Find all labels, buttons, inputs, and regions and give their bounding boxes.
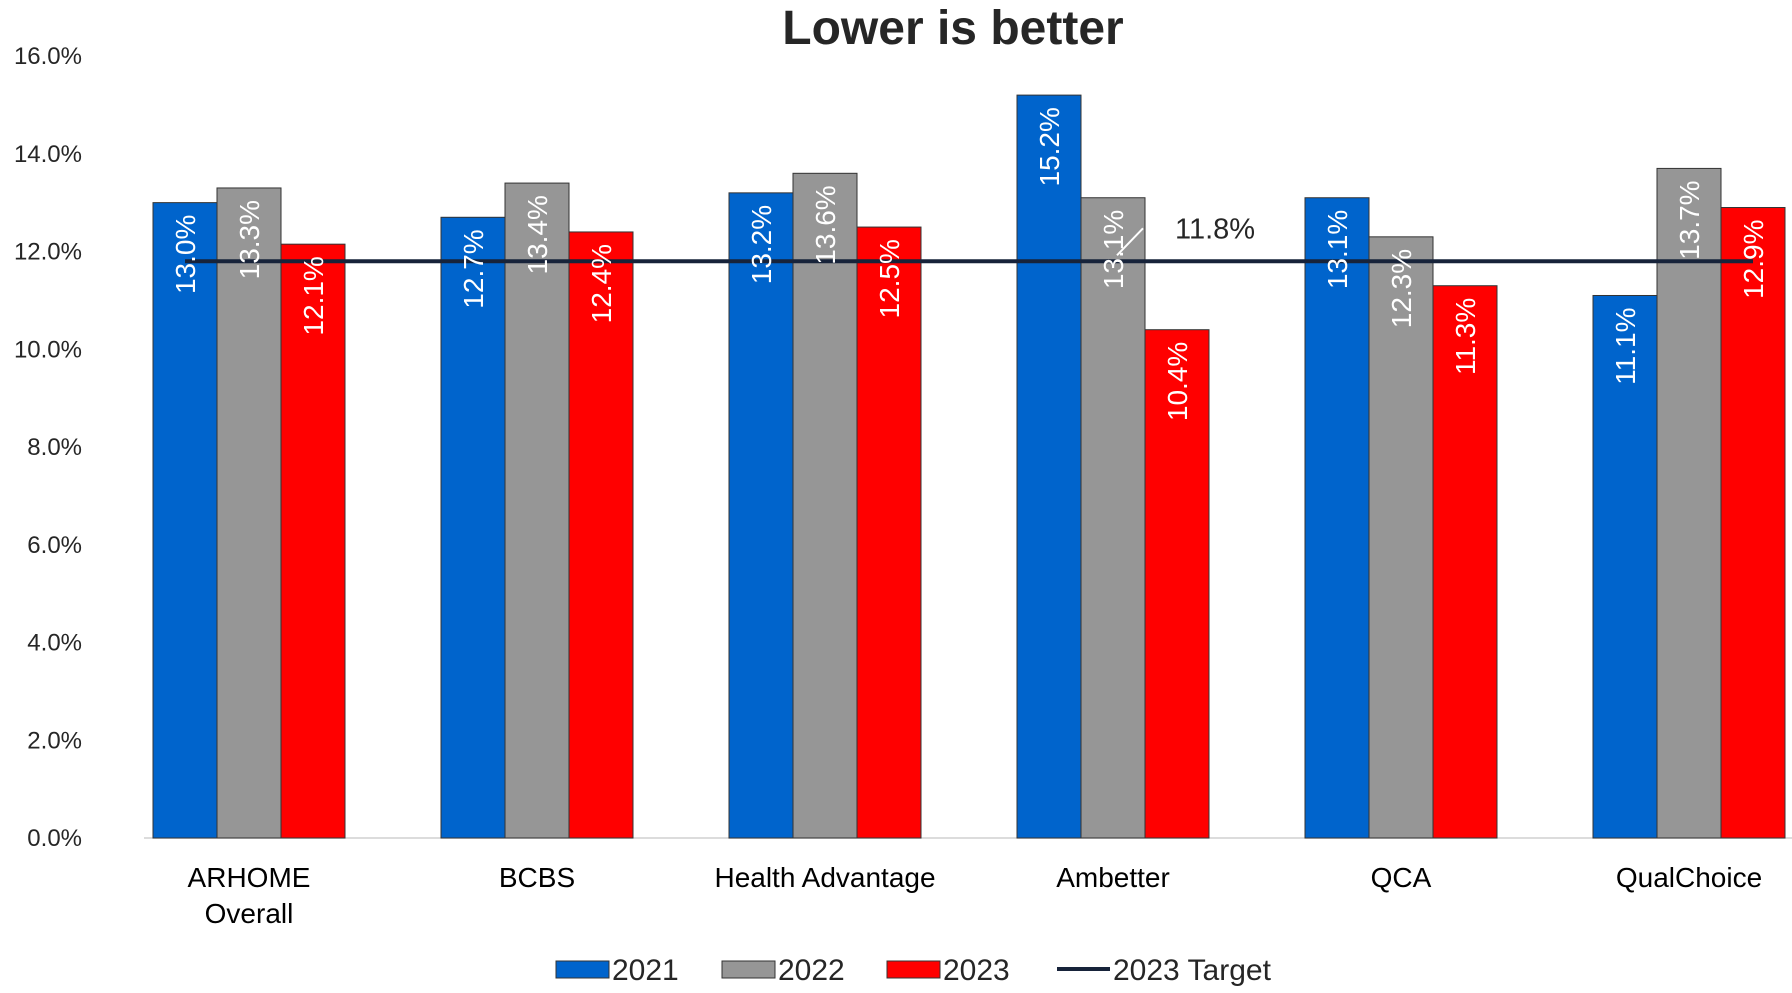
bar-2022-0	[216, 187, 282, 839]
bar-2021-0	[152, 202, 218, 839]
category-label-line: Health Advantage	[714, 862, 935, 893]
y-tick-label: 0.0%	[27, 825, 82, 852]
data-label-2022-1: 13.4%	[522, 195, 553, 274]
legend-swatch-2023	[886, 960, 941, 979]
y-axis: 0.0% 2.0% 4.0% 6.0% 8.0% 10.0% 12.0% 14.0% 16.0%	[14, 43, 1792, 852]
legend-label: 2021	[612, 954, 679, 987]
bar-2023-1	[568, 231, 634, 839]
y-tick-label: 2.0%	[27, 727, 82, 754]
category-label: QCA	[1371, 862, 1432, 893]
bars	[152, 94, 1786, 839]
category-label: Ambetter	[1056, 862, 1170, 893]
category-label-line: BCBS	[499, 862, 575, 893]
data-label-2023-0: 12.1%	[298, 256, 329, 335]
x-axis-categories: ARHOME Overall BCBS Health Advantage Ambette…	[188, 862, 1763, 929]
data-label-2023-4: 11.3%	[1450, 298, 1481, 375]
category-label: BCBS	[499, 862, 575, 893]
category-label-line: QualChoice	[1616, 862, 1762, 893]
bar-2022-3	[1080, 197, 1146, 839]
y-tick-label: 14.0%	[14, 141, 82, 168]
data-label-2022-0: 13.3%	[234, 200, 265, 279]
category-label-line: Overall	[205, 898, 294, 929]
category-label-line: QCA	[1371, 862, 1432, 893]
data-label-2021-5: 11.1%	[1610, 307, 1641, 384]
target-label: 11.8%	[1175, 213, 1255, 245]
category-label: QualChoice	[1616, 862, 1762, 893]
category-label-line: Ambetter	[1056, 862, 1170, 893]
category-label: Health Advantage	[714, 862, 935, 893]
legend-swatch-2022	[721, 960, 776, 979]
bar-2023-0	[280, 243, 346, 839]
data-label-2021-0: 13.0%	[170, 215, 201, 294]
bar-2021-5	[1592, 294, 1658, 839]
category-label-line: ARHOME	[188, 862, 311, 893]
data-label-2022-2: 13.6%	[810, 185, 841, 264]
bar-2022-1	[504, 182, 570, 839]
bar-2022-5	[1656, 167, 1722, 839]
legend-swatch-2021	[555, 960, 610, 979]
data-label-2023-2: 12.5%	[874, 239, 905, 318]
data-label-2021-1: 12.7%	[458, 229, 489, 308]
bar-2022-4	[1368, 236, 1434, 839]
y-tick-label: 6.0%	[27, 532, 82, 559]
data-label-2022-4: 12.3%	[1386, 249, 1417, 328]
y-tick-label: 10.0%	[14, 336, 82, 363]
data-label-2021-4: 13.1%	[1322, 210, 1353, 289]
bar-2023-3	[1144, 329, 1210, 839]
target-line-group: 11.8%	[185, 213, 1753, 264]
legend-label: 2023 Target	[1113, 954, 1272, 987]
bar-2023-4	[1432, 285, 1498, 839]
bar-2021-1	[440, 216, 506, 839]
category-label: ARHOME Overall	[188, 862, 311, 929]
bar-2023-2	[856, 226, 922, 839]
y-tick-label: 16.0%	[14, 43, 82, 70]
data-label-2023-1: 12.4%	[586, 244, 617, 323]
bar-2022-2	[792, 172, 858, 839]
data-label-2021-2: 13.2%	[746, 205, 777, 284]
chart-title: Lower is better	[782, 2, 1123, 55]
data-label-2023-5: 12.9%	[1738, 220, 1769, 299]
data-label-2021-3: 15.2%	[1034, 107, 1065, 186]
data-label-2022-3: 13.1%	[1098, 210, 1129, 289]
bar-2023-5	[1720, 207, 1786, 839]
bar-2021-3	[1016, 94, 1082, 839]
legend: 2021 2022 2023 2023 Target	[555, 954, 1272, 987]
data-label-2022-5: 13.7%	[1674, 180, 1705, 259]
legend-label: 2023	[943, 954, 1010, 987]
legend-label: 2022	[778, 954, 845, 987]
bar-2021-2	[728, 192, 794, 839]
y-tick-label: 4.0%	[27, 630, 82, 657]
target-leader-line	[1116, 227, 1144, 256]
y-tick-label: 12.0%	[14, 239, 82, 266]
data-labels: 13.0% 12.7% 13.2% 15.2% 13.1% 11.1% 13.3% 13.4%…	[170, 107, 1769, 421]
data-label-2023-3: 10.4%	[1162, 342, 1193, 421]
bar-2021-4	[1304, 197, 1370, 839]
y-tick-label: 8.0%	[27, 434, 82, 461]
